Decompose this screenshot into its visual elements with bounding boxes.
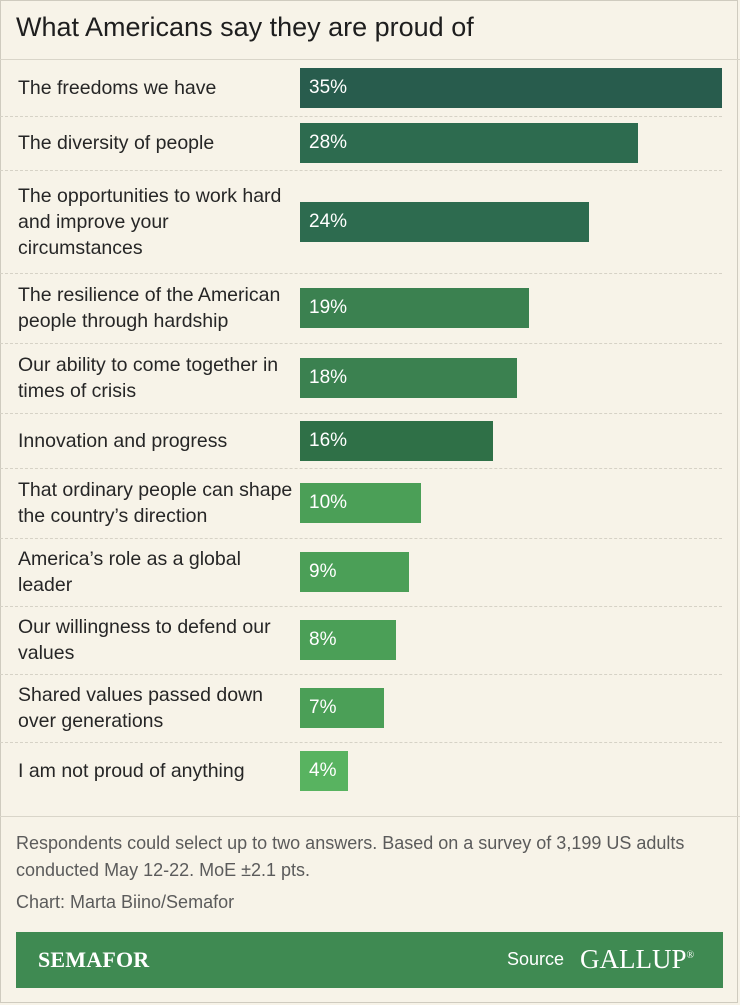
bar-chart: The freedoms we have 35% The diversity of … <box>0 60 740 820</box>
chart-note: Respondents could select up to two answe… <box>16 833 685 880</box>
bar <box>300 420 493 461</box>
row-separator <box>0 606 722 607</box>
bar <box>300 288 530 328</box>
category-label: America’s role as a global leader <box>18 548 241 596</box>
bar <box>300 688 385 728</box>
category-label: Shared values passed down over generatio… <box>18 684 263 732</box>
row-separator <box>0 170 722 171</box>
row-separator <box>0 116 722 117</box>
semafor-logo: SEMAFOR <box>38 947 150 972</box>
bar <box>300 68 722 108</box>
bar-value-label: 28% <box>309 132 348 153</box>
category-label: The diversity of people <box>18 132 215 154</box>
bar-value-label: 10% <box>309 492 348 513</box>
bar <box>300 123 638 163</box>
bar <box>300 201 590 242</box>
source-label: Source <box>507 949 565 969</box>
category-label: Our ability to come together in times of… <box>18 354 279 402</box>
chart-title: What Americans say they are proud of <box>16 12 474 42</box>
row-separator <box>0 413 722 414</box>
bar-value-label: 8% <box>309 629 337 650</box>
bar-value-label: 9% <box>309 561 337 582</box>
row-separator <box>0 343 722 344</box>
category-label: I am not proud of anything <box>18 760 245 782</box>
bar <box>300 751 349 791</box>
row-separator <box>0 538 722 539</box>
category-label: The resilience of the American people th… <box>18 284 281 332</box>
row-separator <box>0 674 722 675</box>
footer-divider <box>0 816 740 817</box>
bar-value-label: 4% <box>309 760 337 781</box>
row-separator <box>0 468 722 469</box>
row-separator <box>0 742 722 743</box>
bar-value-label: 16% <box>309 429 348 451</box>
category-label: That ordinary people can shape the count… <box>18 479 293 527</box>
bar <box>300 620 397 660</box>
title-divider <box>0 59 740 60</box>
bar-value-label: 7% <box>309 697 337 718</box>
registered-mark-icon: ® <box>686 950 695 961</box>
bar-value-label: 19% <box>309 297 348 318</box>
bar-value-label: 35% <box>309 77 348 98</box>
category-label: Our willingness to defend our values <box>18 616 271 664</box>
gallup-logo-text: GALLUP <box>580 944 687 974</box>
brand-bar: SEMAFOR Source GALLUP® <box>16 932 723 988</box>
bar <box>300 552 409 592</box>
category-label: The opportunities to work hard and impro… <box>18 184 282 259</box>
category-label: The freedoms we have <box>18 77 217 99</box>
category-label: Innovation and progress <box>18 429 228 452</box>
row-separator <box>0 273 722 274</box>
bar-value-label: 24% <box>309 210 348 232</box>
bar-value-label: 18% <box>309 367 348 388</box>
gallup-logo: GALLUP® <box>580 944 694 975</box>
bar <box>300 483 421 523</box>
chart-credit: Chart: Marta Biino/Semafor <box>16 892 235 912</box>
bar <box>300 358 518 398</box>
